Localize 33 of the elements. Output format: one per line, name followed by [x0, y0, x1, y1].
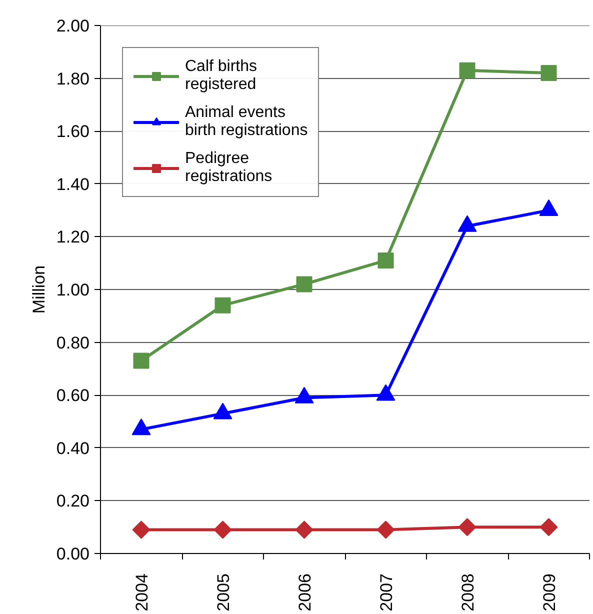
point [459, 62, 476, 78]
legend-label: Pedigree registrations [185, 150, 272, 186]
x-tick-label: 2007 [376, 573, 396, 612]
y-tick-label: 0.60 [56, 386, 90, 406]
point [295, 520, 314, 539]
legend-label: Calf births registered [185, 58, 258, 94]
point [132, 520, 150, 539]
y-tick-label: 1.80 [56, 69, 90, 88]
y-tick-label: 1.40 [56, 174, 90, 194]
x-tick-label: 2004 [132, 573, 152, 612]
y-tick-label: 2.00 [56, 16, 90, 36]
x-tick-label: 2009 [540, 573, 559, 612]
point [378, 252, 394, 268]
point [540, 65, 557, 82]
point [214, 297, 231, 314]
legend-label: Animal events birth registrations [185, 104, 308, 140]
point [458, 518, 476, 536]
y-tick-label: 1.60 [56, 122, 90, 142]
point [214, 520, 232, 539]
y-axis-title: Million [29, 265, 48, 314]
x-tick-label: 2006 [295, 573, 314, 612]
y-tick-label: 1.00 [56, 280, 90, 300]
y-tick-label: 1.20 [56, 228, 90, 247]
y-tick-label: 0.80 [56, 333, 90, 352]
x-tick-label: 2008 [458, 573, 478, 612]
x-tick-label: 2005 [214, 573, 233, 612]
y-tick-label: 0.20 [56, 492, 90, 511]
point [296, 276, 312, 292]
point [376, 520, 395, 539]
y-tick-label: 0.00 [56, 544, 90, 564]
y-tick-label: 0.40 [56, 438, 90, 458]
point [133, 352, 150, 369]
point [540, 518, 558, 536]
